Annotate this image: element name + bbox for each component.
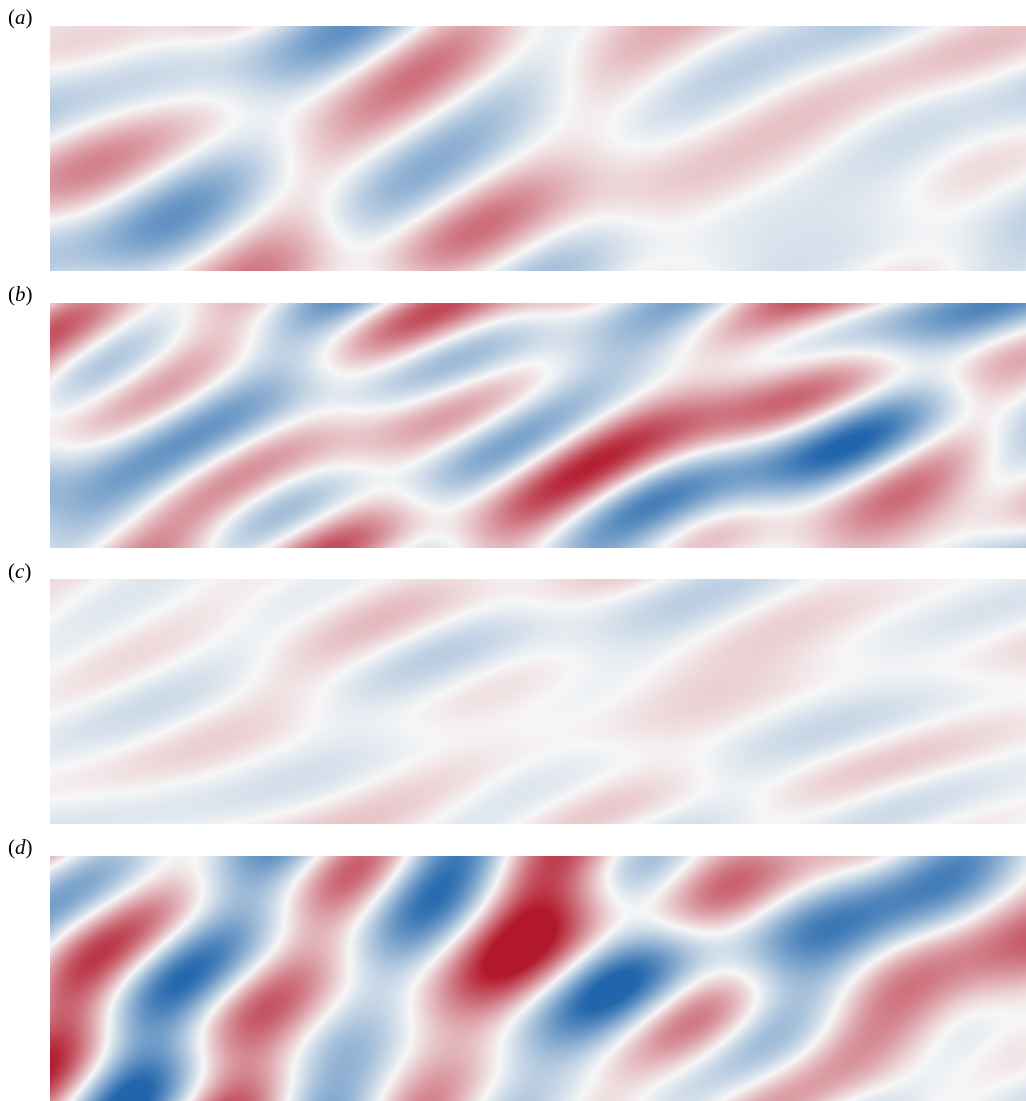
contour-field-d	[50, 856, 1026, 1101]
panel-label-c: (c)	[8, 559, 32, 583]
contour-field-a	[50, 26, 1026, 271]
panel-label-d: (d)	[8, 835, 33, 859]
contour-field-c	[50, 579, 1026, 824]
panel-label-a: (a)	[8, 5, 33, 29]
panel-label-b: (b)	[8, 282, 33, 306]
contour-field-b	[50, 303, 1026, 548]
